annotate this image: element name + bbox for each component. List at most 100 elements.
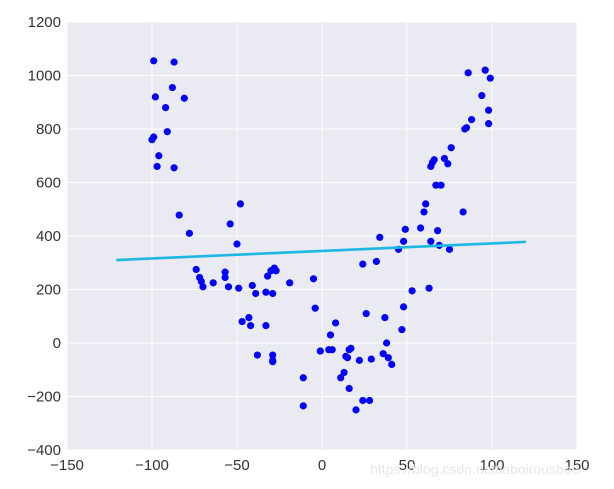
data-point: [155, 152, 163, 160]
grid-lines: [66, 21, 578, 451]
x-tick-label: 100: [479, 457, 504, 474]
data-point: [233, 240, 241, 248]
data-point: [372, 257, 380, 266]
data-point: [269, 358, 277, 366]
data-point: [238, 318, 246, 326]
data-point: [150, 57, 158, 65]
data-point: [150, 133, 158, 141]
data-point: [352, 406, 360, 414]
data-point: [253, 351, 261, 359]
data-point: [347, 344, 355, 352]
x-tick-label: 50: [399, 457, 416, 474]
x-axis-ticks: −150 −100 −50 0 50 100 150: [50, 457, 589, 474]
data-point: [326, 331, 335, 339]
data-point: [192, 265, 200, 274]
data-point: [478, 91, 486, 100]
data-point: [264, 272, 272, 280]
data-point: [153, 162, 161, 171]
y-tick-label: 600: [36, 175, 61, 192]
y-tick-label: 200: [36, 282, 61, 299]
data-points: [148, 57, 494, 414]
data-point: [440, 154, 448, 163]
data-point: [269, 351, 277, 359]
data-point: [430, 156, 438, 164]
data-point: [272, 267, 280, 275]
data-point: [362, 309, 370, 318]
data-point: [437, 181, 445, 189]
data-point: [199, 283, 207, 291]
data-point: [384, 354, 392, 362]
data-point: [400, 237, 408, 245]
data-point: [459, 208, 467, 216]
fit-line: [116, 240, 527, 262]
data-point: [269, 289, 277, 298]
data-point: [359, 260, 367, 268]
data-point: [398, 326, 406, 334]
y-tick-label: 1000: [28, 68, 61, 85]
data-point: [162, 104, 170, 112]
data-point: [388, 360, 396, 368]
data-point: [337, 374, 345, 382]
data-point: [309, 275, 318, 283]
y-axis-ticks: −400 −200 0 200 400 600 800 1000 1200: [27, 14, 61, 459]
data-point: [221, 273, 229, 282]
data-point: [434, 227, 442, 235]
data-point: [359, 396, 367, 405]
y-tick-label: −400: [27, 442, 61, 459]
data-point: [185, 229, 193, 237]
data-point: [427, 237, 435, 245]
data-point: [311, 304, 319, 312]
data-point: [345, 384, 353, 393]
data-point: [235, 284, 243, 292]
data-point: [408, 287, 416, 295]
data-point: [175, 211, 183, 219]
data-point: [485, 120, 493, 128]
data-point: [342, 352, 350, 360]
data-point: [485, 106, 493, 114]
data-point: [400, 303, 408, 311]
data-point: [367, 355, 375, 363]
data-point: [286, 279, 294, 287]
data-point: [468, 116, 476, 124]
data-point: [252, 289, 260, 298]
data-point: [262, 288, 270, 296]
y-tick-label: 0: [53, 335, 61, 352]
data-point: [170, 58, 178, 66]
data-point: [379, 350, 387, 358]
x-tick-label: −150: [50, 457, 84, 474]
data-point: [464, 69, 472, 77]
data-point: [325, 346, 333, 354]
data-point: [316, 347, 324, 355]
data-point: [444, 160, 452, 168]
watermark-text: https://blog.csdn.net/laboirousbee: [370, 461, 580, 477]
data-point: [422, 200, 430, 208]
data-point: [340, 368, 348, 377]
y-tick-label: −200: [27, 389, 61, 406]
data-point: [401, 225, 409, 233]
data-point: [366, 396, 374, 405]
data-point: [245, 313, 253, 322]
x-tick-label: −50: [224, 457, 249, 474]
data-point: [221, 268, 229, 276]
data-point: [417, 224, 425, 232]
data-point: [381, 313, 389, 322]
data-point: [248, 281, 256, 290]
x-tick-label: 150: [564, 457, 589, 474]
data-point: [247, 322, 255, 330]
data-point: [236, 200, 244, 208]
data-point: [151, 93, 159, 101]
data-point: [486, 74, 494, 82]
data-point: [376, 233, 384, 241]
data-point: [447, 144, 455, 152]
y-tick-label: 1200: [28, 14, 61, 31]
data-point: [170, 164, 178, 172]
data-point: [425, 284, 433, 292]
data-point: [445, 245, 454, 253]
data-point: [299, 374, 307, 382]
data-point: [163, 128, 171, 136]
data-point: [432, 181, 440, 189]
data-point: [168, 83, 176, 92]
data-point: [383, 339, 391, 347]
y-tick-label: 800: [36, 121, 61, 138]
regression-line: [116, 240, 527, 262]
